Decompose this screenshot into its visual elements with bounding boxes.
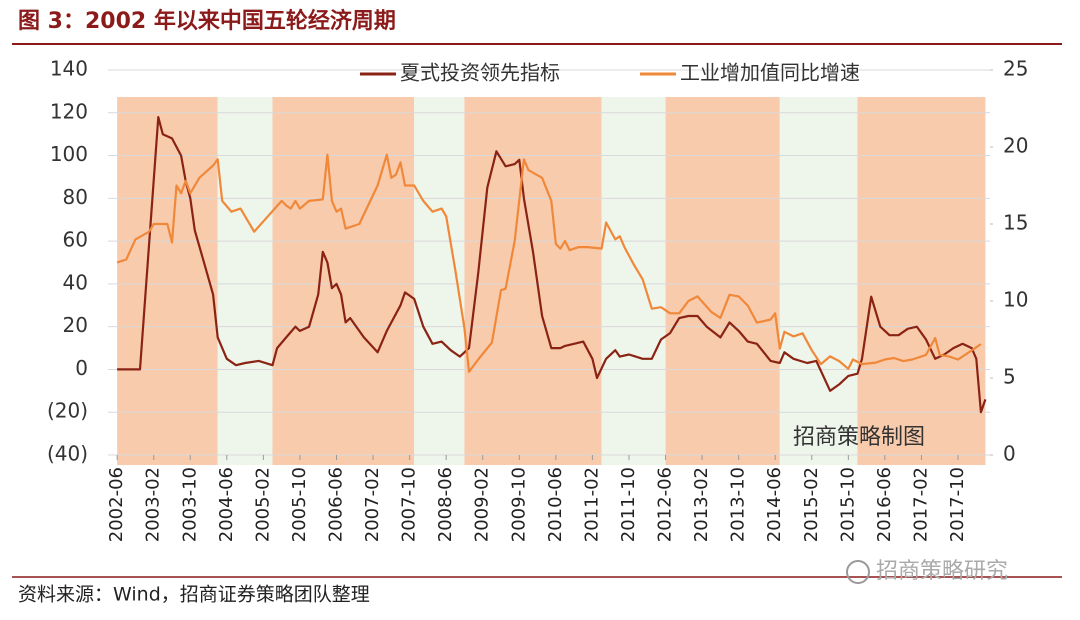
lines	[116, 116, 987, 414]
y-tick-label: 60	[63, 228, 88, 252]
bands	[117, 97, 986, 465]
annotation: 招商策略制图	[793, 425, 925, 450]
y-tick-label: 20	[63, 313, 88, 337]
shaded-region	[857, 97, 986, 465]
x-tick-label: 2013-02	[691, 467, 712, 542]
x-tick-label: 2008-06	[435, 467, 456, 542]
shaded-region	[272, 97, 415, 465]
x-tick-label: 2003-10	[179, 467, 200, 542]
x-tick-label: 2002-06	[106, 467, 127, 542]
y-tick-label: 140	[50, 57, 88, 81]
x-tick-label: 2005-02	[252, 467, 273, 542]
x-tick-label: 2013-10	[728, 467, 749, 542]
x-tick-label: 2003-02	[143, 467, 164, 542]
x-tick-label: 2006-06	[325, 467, 346, 542]
y-tick-label: 120	[50, 99, 88, 123]
x-tick-label: 2015-02	[801, 467, 822, 542]
x-tick-label: 2015-10	[837, 467, 858, 542]
y-tick-label: (40)	[47, 442, 88, 466]
chart-title: 图 3：2002 年以来中国五轮经济周期	[18, 8, 396, 34]
shaded-region	[464, 97, 602, 465]
watermark: 招商策略研究	[876, 559, 1008, 584]
shaded-region	[217, 97, 273, 465]
x-tick-label: 2017-10	[947, 467, 968, 542]
y2-tick-label: 10	[1003, 288, 1028, 312]
watermark-logo	[846, 560, 870, 584]
y2-tick-label: 15	[1003, 211, 1028, 235]
y-tick-label: 80	[63, 185, 88, 209]
y2-tick-label: 20	[1003, 134, 1028, 158]
y2-tick-label: 25	[1003, 57, 1028, 81]
legend-label: 工业增加值同比增速	[680, 61, 860, 85]
x-tick-label: 2007-10	[399, 467, 420, 542]
x-tick-label: 2004-06	[216, 467, 237, 542]
x-tick-label: 2011-02	[581, 467, 602, 542]
x-tick-label: 2009-02	[472, 467, 493, 542]
y-tick-label: 40	[63, 270, 88, 294]
x-tick-label: 2005-10	[289, 467, 310, 542]
y2-tick-label: 5	[1003, 365, 1016, 389]
legend-label: 夏式投资领先指标	[400, 61, 560, 85]
y-tick-label: (20)	[47, 399, 88, 423]
source: 资料来源：Wind，招商证券策略团队整理	[18, 584, 370, 606]
series-line	[116, 153, 982, 373]
x-tick-label: 2009-10	[508, 467, 529, 542]
grid: 140 120 100 80 60 40 20 0 (20) (40) 0 5 10 15 20 25 2002…	[47, 57, 1029, 543]
x-tick-label: 2016-06	[874, 467, 895, 542]
x-tick-label: 2010-06	[545, 467, 566, 542]
y-tick-label: 100	[50, 142, 88, 166]
x-tick-label: 2014-06	[764, 467, 785, 542]
y2-tick-label: 0	[1003, 442, 1016, 466]
x-tick-label: 2017-02	[910, 467, 931, 542]
shaded-region	[117, 97, 218, 465]
y-tick-label: 0	[75, 356, 88, 380]
shaded-region	[665, 97, 780, 465]
x-tick-label: 2012-06	[655, 467, 676, 542]
series-line	[117, 116, 987, 414]
shaded-region	[779, 97, 858, 465]
x-tick-label: 2007-02	[362, 467, 383, 542]
x-tick-label: 2011-10	[618, 467, 639, 542]
shaded-region	[601, 97, 666, 465]
